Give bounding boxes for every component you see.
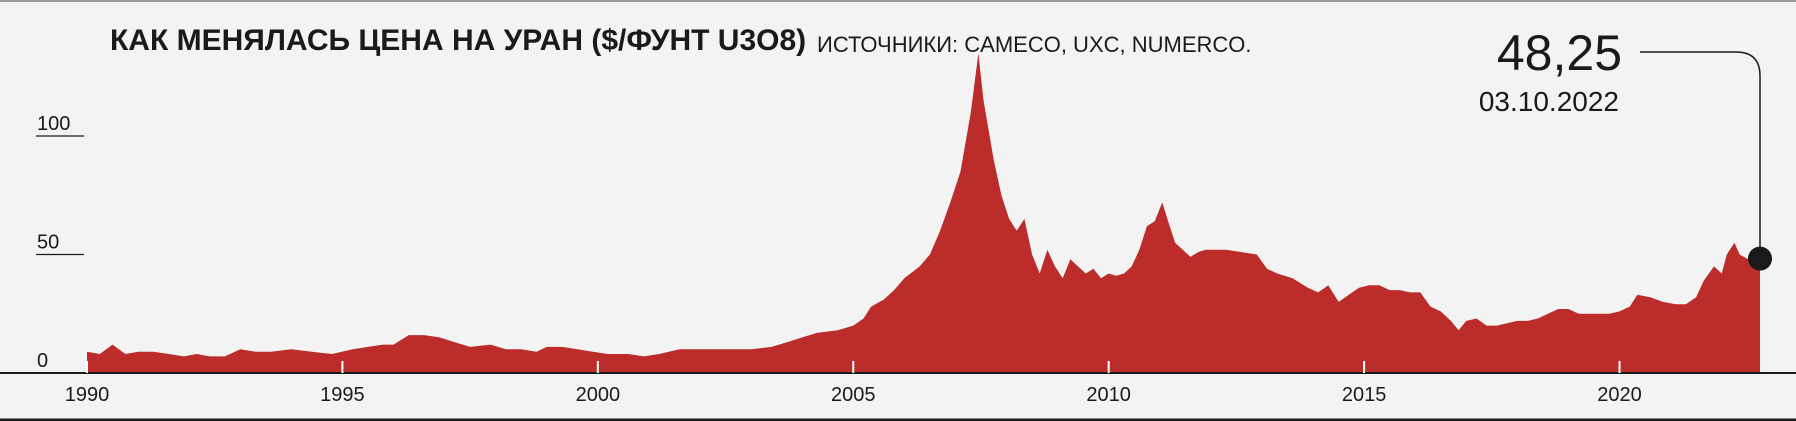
x-axis: 1990 1995 2000 2005 2010 2015 2020 bbox=[65, 361, 1642, 406]
callout-date: 03.10.2022 bbox=[1479, 86, 1619, 117]
y-tick-label: 0 bbox=[37, 350, 48, 372]
callout-value: 48,25 bbox=[1497, 25, 1622, 81]
x-tick-label: 2000 bbox=[576, 384, 621, 406]
x-tick-label: 1995 bbox=[320, 384, 365, 406]
price-area bbox=[87, 53, 1760, 373]
latest-value-marker bbox=[1748, 246, 1772, 271]
x-tick-label: 2010 bbox=[1086, 384, 1131, 406]
chart-title: КАК МЕНЯЛАСЬ ЦЕНА НА УРАН ($/ФУНТ U3O8) bbox=[110, 24, 806, 57]
x-tick-label: 2005 bbox=[831, 384, 876, 406]
y-tick-label: 100 bbox=[37, 113, 70, 135]
callout-leader-line bbox=[1640, 51, 1761, 259]
x-tick-label: 1990 bbox=[65, 384, 110, 406]
x-tick-label: 2015 bbox=[1342, 384, 1387, 406]
x-tick-label: 2020 bbox=[1597, 384, 1642, 406]
latest-value-callout: 48,25 03.10.2022 bbox=[1479, 25, 1772, 271]
y-tick-label: 50 bbox=[37, 232, 59, 254]
price-area-layer bbox=[87, 53, 1760, 373]
y-axis: 0 50 100 bbox=[36, 113, 84, 372]
chart-source: ИСТОЧНИКИ: CAMECO, UXC, NUMERCO. bbox=[817, 32, 1252, 57]
